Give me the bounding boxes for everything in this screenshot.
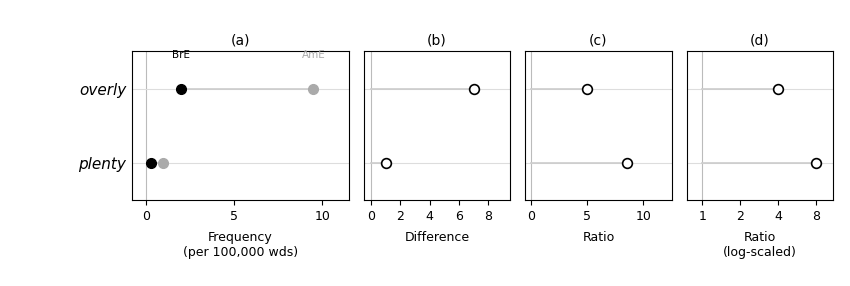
- X-axis label: Frequency
(per 100,000 wds): Frequency (per 100,000 wds): [183, 231, 298, 259]
- X-axis label: Difference: Difference: [405, 231, 469, 244]
- Title: (a): (a): [230, 33, 250, 47]
- Title: (d): (d): [750, 33, 770, 47]
- Title: (b): (b): [428, 33, 447, 47]
- Text: AmE: AmE: [302, 50, 326, 60]
- Text: BrE: BrE: [172, 50, 190, 60]
- X-axis label: Ratio: Ratio: [582, 231, 615, 244]
- X-axis label: Ratio
(log-scaled): Ratio (log-scaled): [723, 231, 796, 259]
- Title: (c): (c): [589, 33, 608, 47]
